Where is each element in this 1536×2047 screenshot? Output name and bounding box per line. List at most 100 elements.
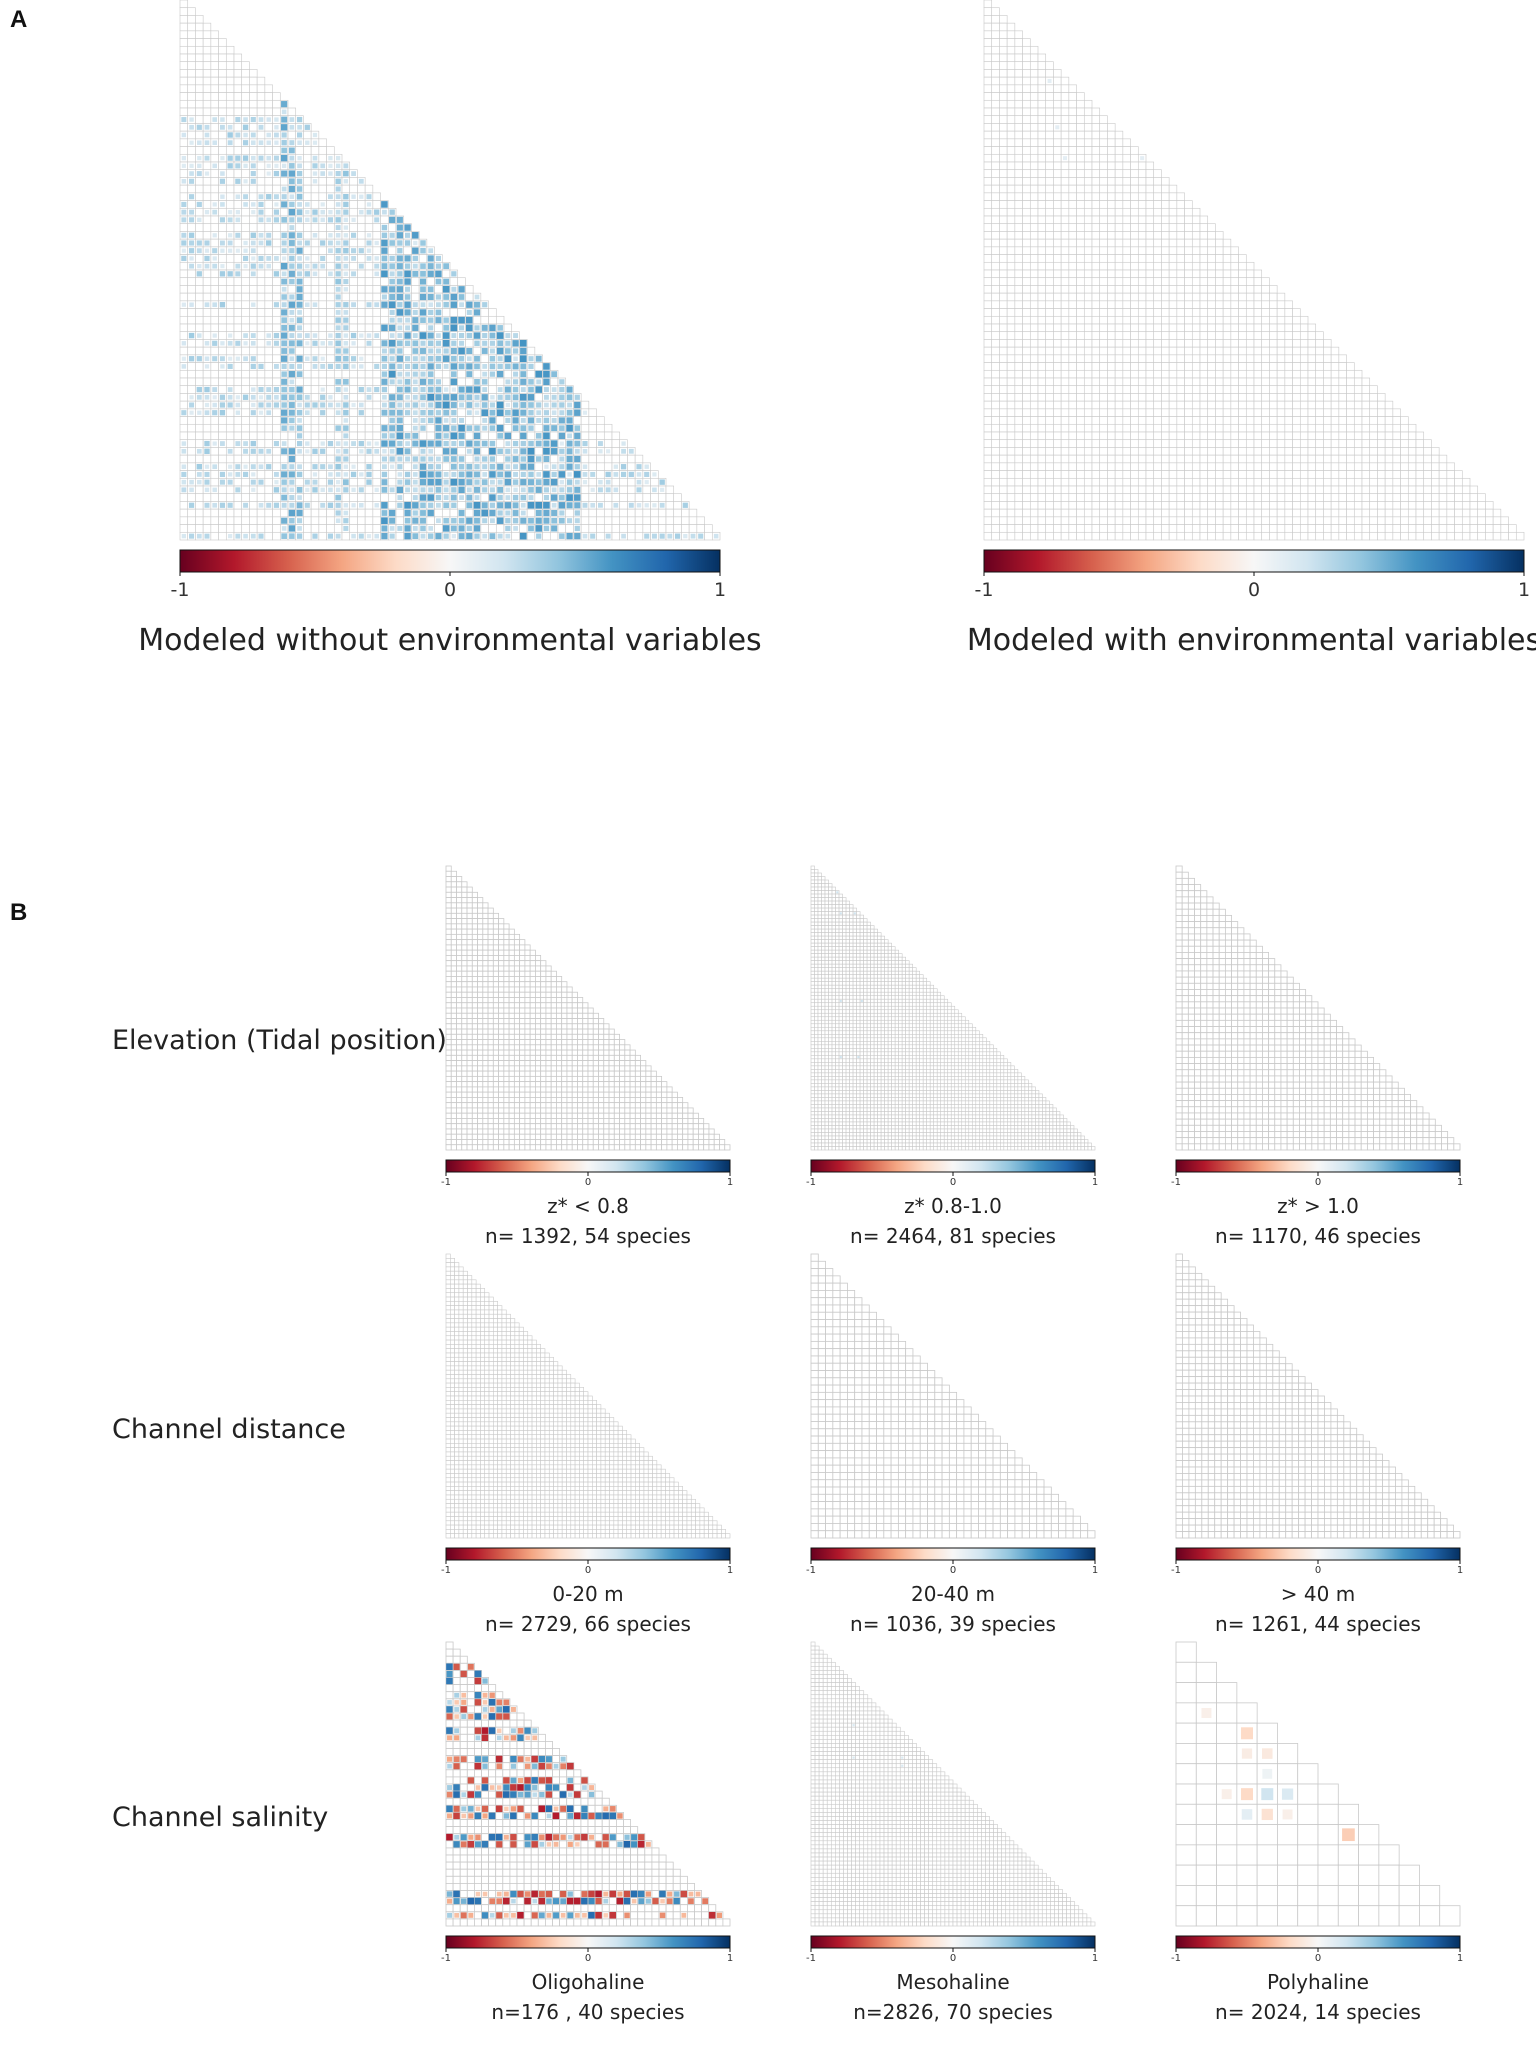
correlation-mark bbox=[343, 348, 348, 353]
correlation-mark bbox=[220, 264, 224, 268]
heatmap-cell bbox=[219, 62, 227, 70]
correlation-mark bbox=[281, 263, 287, 269]
correlation-mark bbox=[213, 233, 217, 237]
heatmap-cell bbox=[226, 285, 234, 293]
correlation-mark bbox=[243, 164, 247, 168]
heatmap-cell bbox=[219, 54, 227, 62]
correlation-mark bbox=[281, 217, 287, 223]
heatmap-cell bbox=[226, 54, 234, 62]
heatmap-cell bbox=[249, 193, 257, 201]
correlation-mark bbox=[381, 325, 387, 331]
heatmap-cell bbox=[226, 185, 234, 193]
heatmap-cell bbox=[327, 285, 335, 293]
heatmap-cell bbox=[234, 285, 242, 293]
correlation-mark bbox=[520, 355, 527, 362]
correlation-mark bbox=[413, 379, 418, 384]
heatmap-cell bbox=[234, 201, 242, 209]
heatmap-cell bbox=[226, 85, 234, 93]
correlation-mark bbox=[559, 379, 564, 384]
heatmap-cell bbox=[188, 347, 196, 355]
correlation-mark bbox=[520, 394, 527, 401]
correlation-mark bbox=[344, 333, 348, 337]
heatmap-cell bbox=[203, 31, 211, 39]
correlation-mark bbox=[405, 395, 410, 400]
heatmap-cell bbox=[319, 231, 327, 239]
correlation-mark bbox=[505, 364, 511, 370]
heatmap-cell bbox=[319, 278, 327, 286]
heatmap-cell bbox=[265, 208, 273, 216]
correlation-mark bbox=[227, 163, 232, 168]
correlation-mark bbox=[236, 249, 240, 253]
correlation-mark bbox=[281, 124, 287, 130]
heatmap-cell bbox=[303, 347, 311, 355]
correlation-mark bbox=[420, 271, 426, 277]
correlation-mark bbox=[289, 140, 294, 145]
correlation-mark bbox=[397, 364, 402, 369]
heatmap-cell bbox=[195, 347, 203, 355]
heatmap-cell bbox=[203, 270, 211, 278]
heatmap-cell bbox=[273, 231, 281, 239]
correlation-mark bbox=[474, 302, 480, 308]
heatmap-cell bbox=[442, 270, 450, 278]
heatmap-cell bbox=[234, 108, 242, 116]
heatmap-cell bbox=[242, 363, 250, 371]
correlation-mark bbox=[258, 256, 263, 261]
correlation-mark bbox=[420, 372, 425, 377]
correlation-mark bbox=[466, 325, 473, 332]
heatmap-cell bbox=[265, 278, 273, 286]
correlation-mark bbox=[405, 325, 410, 330]
heatmap-cell bbox=[211, 108, 219, 116]
heatmap-cell bbox=[257, 162, 265, 170]
heatmap-cell bbox=[234, 85, 242, 93]
correlation-mark bbox=[382, 294, 387, 299]
correlation-mark bbox=[498, 387, 503, 392]
correlation-mark bbox=[182, 133, 186, 137]
correlation-mark bbox=[251, 202, 255, 206]
correlation-mark bbox=[381, 240, 388, 247]
correlation-mark bbox=[413, 356, 418, 361]
correlation-mark bbox=[467, 333, 472, 338]
correlation-mark bbox=[281, 340, 287, 346]
heatmap-cell bbox=[188, 8, 196, 16]
correlation-mark bbox=[251, 117, 256, 122]
correlation-mark bbox=[435, 271, 441, 277]
heatmap-cell bbox=[211, 54, 219, 62]
correlation-mark bbox=[459, 333, 464, 338]
correlation-mark bbox=[412, 248, 418, 254]
heatmap-cell bbox=[203, 216, 211, 224]
correlation-mark bbox=[351, 302, 356, 307]
correlation-mark bbox=[266, 233, 271, 238]
correlation-mark bbox=[413, 302, 418, 307]
heatmap-cell bbox=[257, 185, 265, 193]
correlation-mark bbox=[205, 133, 210, 138]
correlation-mark bbox=[251, 333, 256, 338]
correlation-mark bbox=[436, 256, 441, 261]
heatmap-cell bbox=[427, 278, 435, 286]
correlation-mark bbox=[351, 364, 355, 368]
heatmap-cell bbox=[242, 231, 250, 239]
heatmap-cell bbox=[327, 355, 335, 363]
heatmap-cell bbox=[242, 224, 250, 232]
correlation-mark bbox=[320, 395, 325, 400]
correlation-mark bbox=[296, 386, 302, 392]
heatmap-cell bbox=[357, 393, 365, 401]
heatmap-cell bbox=[357, 293, 365, 301]
heatmap-cell bbox=[257, 355, 265, 363]
correlation-mark bbox=[289, 217, 294, 222]
correlation-mark bbox=[197, 140, 202, 145]
correlation-mark bbox=[320, 264, 325, 269]
correlation-mark bbox=[282, 240, 287, 245]
correlation-mark bbox=[328, 171, 332, 175]
correlation-mark bbox=[189, 233, 194, 238]
heatmap-cell bbox=[226, 62, 234, 70]
heatmap-cell bbox=[319, 270, 327, 278]
correlation-mark bbox=[382, 210, 387, 215]
heatmap-cell bbox=[319, 370, 327, 378]
correlation-mark bbox=[289, 310, 294, 315]
correlation-mark bbox=[297, 156, 301, 160]
correlation-mark bbox=[435, 394, 441, 400]
correlation-mark bbox=[428, 317, 433, 322]
correlation-mark bbox=[343, 171, 349, 177]
correlation-mark bbox=[443, 340, 450, 347]
correlation-mark bbox=[297, 263, 302, 268]
